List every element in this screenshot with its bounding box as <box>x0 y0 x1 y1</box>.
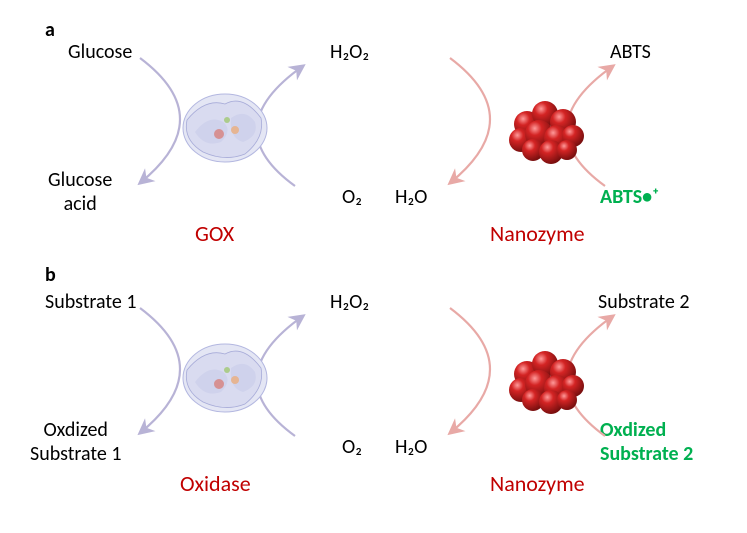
panel-a-right-cycle <box>450 58 613 186</box>
panel-b-right-cycle <box>450 308 613 436</box>
panel-b-left-cycle <box>140 308 303 436</box>
panel-a-left-cycle <box>140 58 303 186</box>
reaction-arrows <box>0 0 747 533</box>
